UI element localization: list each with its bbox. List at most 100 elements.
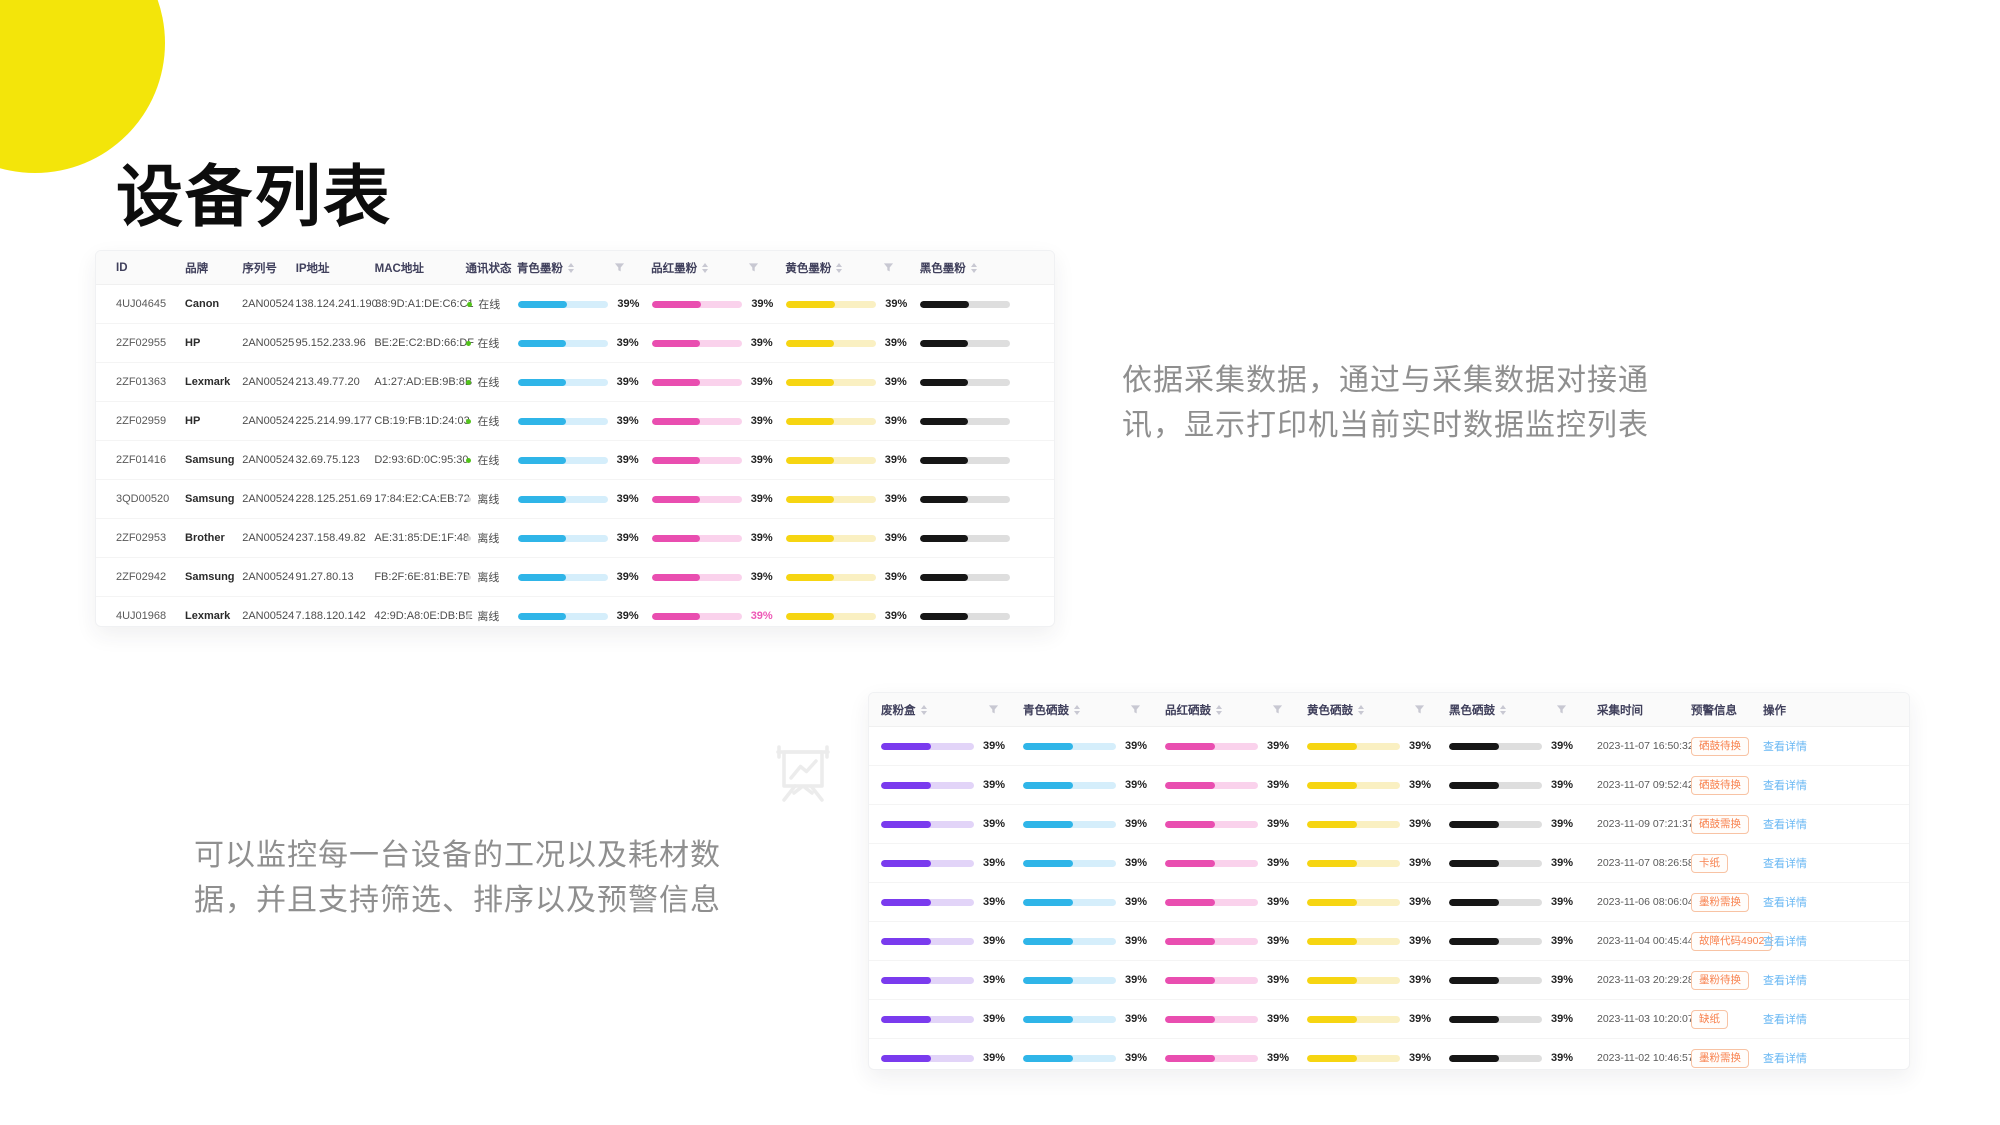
black-drum-level: 39% xyxy=(1447,896,1589,908)
progress-bar xyxy=(1023,1054,1116,1062)
progress-bar xyxy=(785,573,876,581)
filter-icon[interactable] xyxy=(988,704,999,715)
magenta-toner-level: 39% xyxy=(651,610,786,622)
sort-icon[interactable] xyxy=(702,262,709,273)
yellow-toner-level: 39% xyxy=(785,610,920,622)
action-cell: 查看详情 xyxy=(1763,738,1903,754)
yellow-toner-level: 39% xyxy=(785,493,920,505)
device-serial: 2AN00524 xyxy=(242,493,295,505)
yellow-toner-level: 39% xyxy=(785,415,920,427)
yellow-drum-level: 39% xyxy=(1305,857,1447,869)
sort-icon[interactable] xyxy=(1216,704,1222,715)
magenta-toner-level: 39% xyxy=(651,571,786,583)
black-toner-level xyxy=(919,456,1054,464)
progress-bar xyxy=(881,1015,974,1023)
progress-bar xyxy=(651,573,742,581)
progress-bar xyxy=(1023,976,1116,984)
view-details-link[interactable]: 查看详情 xyxy=(1763,1053,1807,1065)
progress-bar xyxy=(1449,1054,1542,1062)
progress-bar xyxy=(919,456,1010,464)
sort-icon[interactable] xyxy=(1074,704,1080,715)
presentation-chart-icon xyxy=(770,740,836,811)
progress-bar xyxy=(651,456,742,464)
view-details-link[interactable]: 查看详情 xyxy=(1763,819,1807,831)
progress-bar xyxy=(881,859,974,867)
device-brand: Samsung xyxy=(185,571,235,583)
magenta-toner-level: 39% xyxy=(651,493,786,505)
yellow-toner-level: 39% xyxy=(785,571,920,583)
device-id: 2ZF02942 xyxy=(116,571,167,583)
device-brand: HP xyxy=(185,337,201,349)
waste-box-level: 39% xyxy=(879,974,1021,986)
yellow-toner-level: 39% xyxy=(785,376,920,388)
device-mac: A1:27:AD:EB:9B:8B xyxy=(374,376,473,388)
filter-icon[interactable] xyxy=(614,262,625,273)
view-details-link[interactable]: 查看详情 xyxy=(1763,858,1807,870)
device-table-header: ID 品牌 序列号 IP地址 MAC地址 通讯状态 青色墨粉 品红墨粉 黄色墨粉… xyxy=(96,251,1054,285)
device-ip: 32.69.75.123 xyxy=(295,454,360,466)
magenta-toner-level: 39% xyxy=(651,376,786,388)
cyan-drum-level: 39% xyxy=(1021,896,1163,908)
device-id: 2ZF02953 xyxy=(116,532,167,544)
magenta-drum-level: 39% xyxy=(1163,740,1305,752)
device-ip: 91.27.80.13 xyxy=(295,571,354,583)
device-mac: 17:84:E2:CA:EB:72 xyxy=(374,493,470,505)
action-cell: 查看详情 xyxy=(1763,972,1903,988)
warning-badge: 墨粉待换 xyxy=(1691,970,1749,990)
progress-bar xyxy=(517,612,608,620)
sort-icon[interactable] xyxy=(1500,704,1506,715)
cyan-drum-level: 39% xyxy=(1021,1013,1163,1025)
sort-icon[interactable] xyxy=(836,262,843,273)
filter-icon[interactable] xyxy=(748,262,759,273)
progress-bar xyxy=(1449,1015,1542,1023)
filter-icon[interactable] xyxy=(1414,704,1425,715)
magenta-drum-level: 39% xyxy=(1163,818,1305,830)
filter-icon[interactable] xyxy=(1272,704,1283,715)
col-header-magenta-toner: 品红墨粉 xyxy=(651,260,785,276)
sort-icon[interactable] xyxy=(920,704,927,715)
magenta-drum-level: 39% xyxy=(1163,1013,1305,1025)
sort-icon[interactable] xyxy=(567,262,574,273)
col-header-black-drum: 黑色硒鼓 xyxy=(1447,702,1589,718)
waste-box-level: 39% xyxy=(879,1052,1021,1064)
warning-cell: 硒鼓待换 xyxy=(1691,775,1763,795)
col-header-serial: 序列号 xyxy=(242,262,277,275)
device-ip: 7.188.120.142 xyxy=(295,610,366,622)
progress-bar xyxy=(1165,742,1258,750)
status-dot xyxy=(466,496,472,502)
view-details-link[interactable]: 查看详情 xyxy=(1763,897,1807,909)
black-toner-level xyxy=(919,612,1054,620)
device-serial: 2AN00524 xyxy=(242,571,295,583)
device-id: 2ZF01416 xyxy=(116,454,167,466)
progress-bar xyxy=(919,339,1010,347)
waste-box-level: 39% xyxy=(879,857,1021,869)
progress-bar xyxy=(881,1054,974,1062)
view-details-link[interactable]: 查看详情 xyxy=(1763,780,1807,792)
sort-icon[interactable] xyxy=(970,262,977,273)
progress-bar xyxy=(651,378,742,386)
black-drum-level: 39% xyxy=(1447,1013,1589,1025)
device-serial: 2AN00525 xyxy=(242,337,295,349)
progress-bar xyxy=(1165,1015,1258,1023)
black-drum-level: 39% xyxy=(1447,974,1589,986)
filter-icon[interactable] xyxy=(883,262,894,273)
device-mac: 42:9D:A8:0E:DB:BE xyxy=(374,610,473,622)
cyan-drum-level: 39% xyxy=(1021,779,1163,791)
warning-cell: 硒鼓待换 xyxy=(1691,736,1763,756)
collect-time: 2023-11-06 08:06:04 xyxy=(1597,896,1694,908)
device-mac: CB:19:FB:1D:24:03 xyxy=(374,415,470,427)
filter-icon[interactable] xyxy=(1556,704,1567,715)
view-details-link[interactable]: 查看详情 xyxy=(1763,1014,1807,1026)
filter-icon[interactable] xyxy=(1130,704,1141,715)
waste-box-level: 39% xyxy=(879,896,1021,908)
view-details-link[interactable]: 查看详情 xyxy=(1763,741,1807,753)
progress-bar xyxy=(1449,937,1542,945)
sort-icon[interactable] xyxy=(1358,704,1364,715)
view-details-link[interactable]: 查看详情 xyxy=(1763,936,1807,948)
device-id: 3QD00520 xyxy=(116,493,170,505)
device-mac: 38:9D:A1:DE:C6:C1 xyxy=(375,298,474,310)
collect-time: 2023-11-04 00:45:44 xyxy=(1597,935,1694,947)
device-status: 离线 xyxy=(466,491,517,507)
view-details-link[interactable]: 查看详情 xyxy=(1763,975,1807,987)
action-cell: 查看详情 xyxy=(1763,855,1903,871)
